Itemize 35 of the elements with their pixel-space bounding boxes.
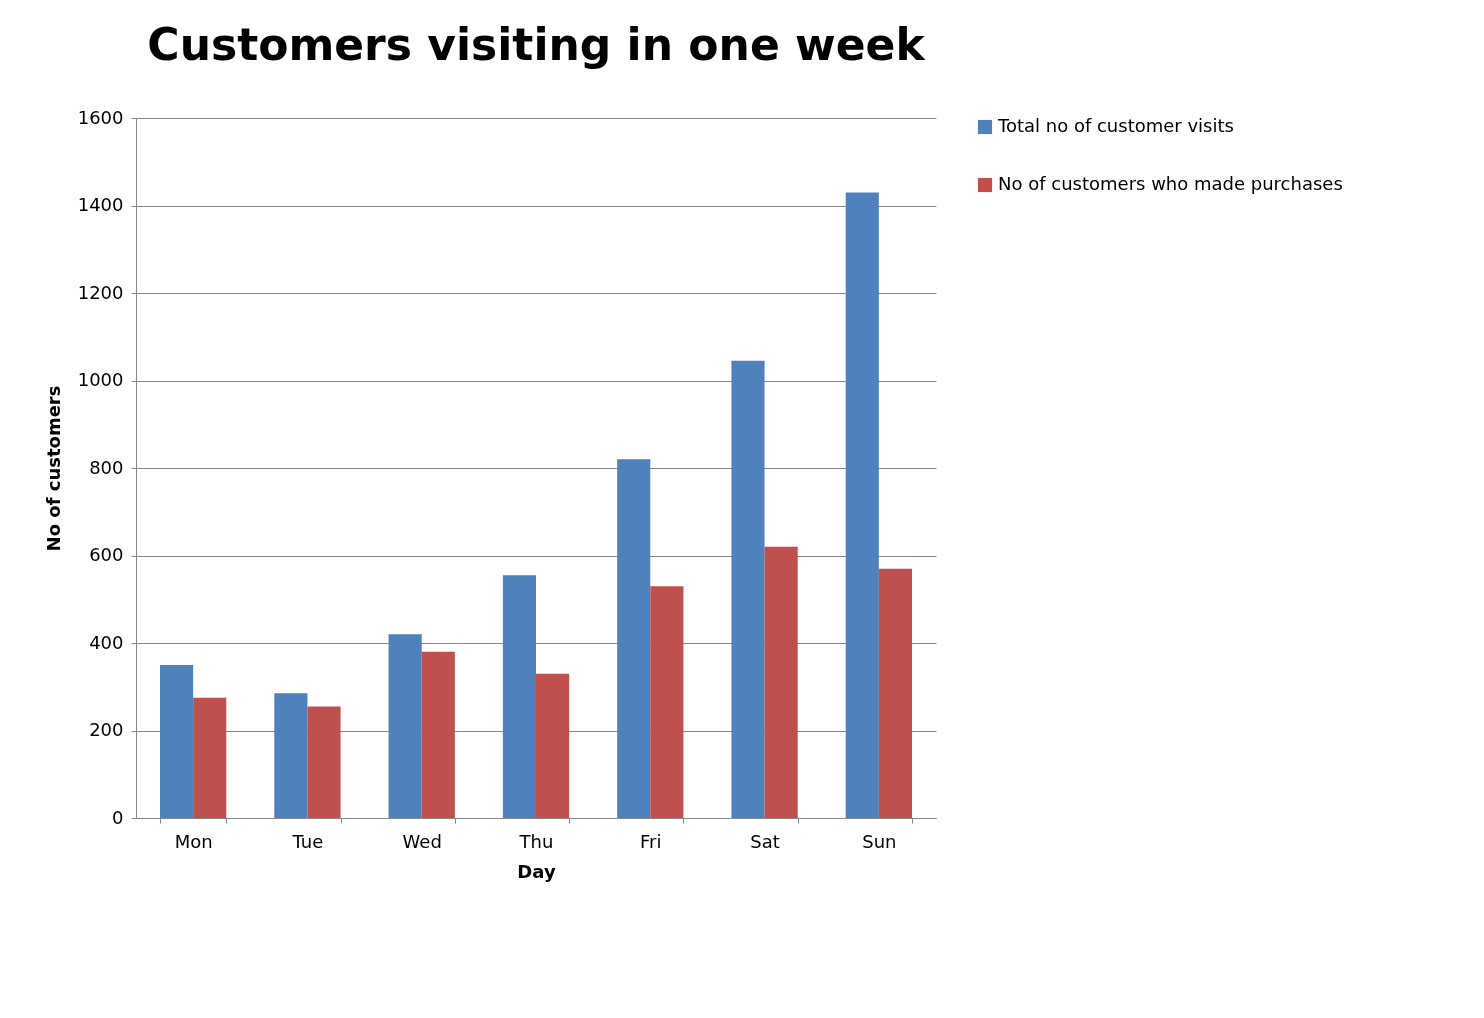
bar bbox=[193, 697, 227, 818]
y-tick-label: 800 bbox=[89, 456, 124, 478]
x-tick-label: Fri bbox=[640, 830, 662, 852]
x-tick-label: Sun bbox=[862, 830, 897, 852]
bar bbox=[650, 586, 684, 818]
bar bbox=[421, 651, 455, 818]
x-tick-label: Sat bbox=[750, 830, 780, 852]
y-tick-label: 400 bbox=[89, 631, 124, 653]
bar bbox=[731, 360, 765, 818]
y-tick-label: 1600 bbox=[77, 106, 124, 128]
y-tick-label: 1400 bbox=[77, 194, 124, 215]
y-tick-label: 1000 bbox=[77, 369, 124, 390]
bar bbox=[274, 693, 308, 818]
chart-title: Customers visiting in one week bbox=[147, 19, 927, 70]
y-tick-label: 600 bbox=[89, 544, 124, 565]
x-tick-label: Wed bbox=[402, 830, 442, 852]
x-tick-label: Tue bbox=[291, 830, 324, 852]
x-axis-title: Day bbox=[517, 860, 556, 882]
y-axis-title: No of customers bbox=[42, 385, 64, 552]
bar bbox=[307, 706, 341, 818]
bar bbox=[388, 634, 422, 818]
x-tick-label: Mon bbox=[174, 830, 213, 852]
bar bbox=[878, 568, 912, 818]
legend-label: No of customers who made purchases bbox=[998, 173, 1343, 194]
y-tick-label: 0 bbox=[112, 806, 124, 828]
bar bbox=[502, 575, 536, 818]
bar bbox=[764, 546, 798, 818]
legend-label: Total no of customer visits bbox=[997, 115, 1234, 136]
y-tick-label: 1200 bbox=[77, 281, 124, 303]
bar bbox=[617, 459, 651, 818]
bar bbox=[845, 192, 879, 818]
x-tick-label: Thu bbox=[518, 830, 554, 852]
bar bbox=[536, 673, 570, 818]
bar bbox=[160, 664, 194, 818]
y-tick-label: 200 bbox=[89, 719, 124, 740]
